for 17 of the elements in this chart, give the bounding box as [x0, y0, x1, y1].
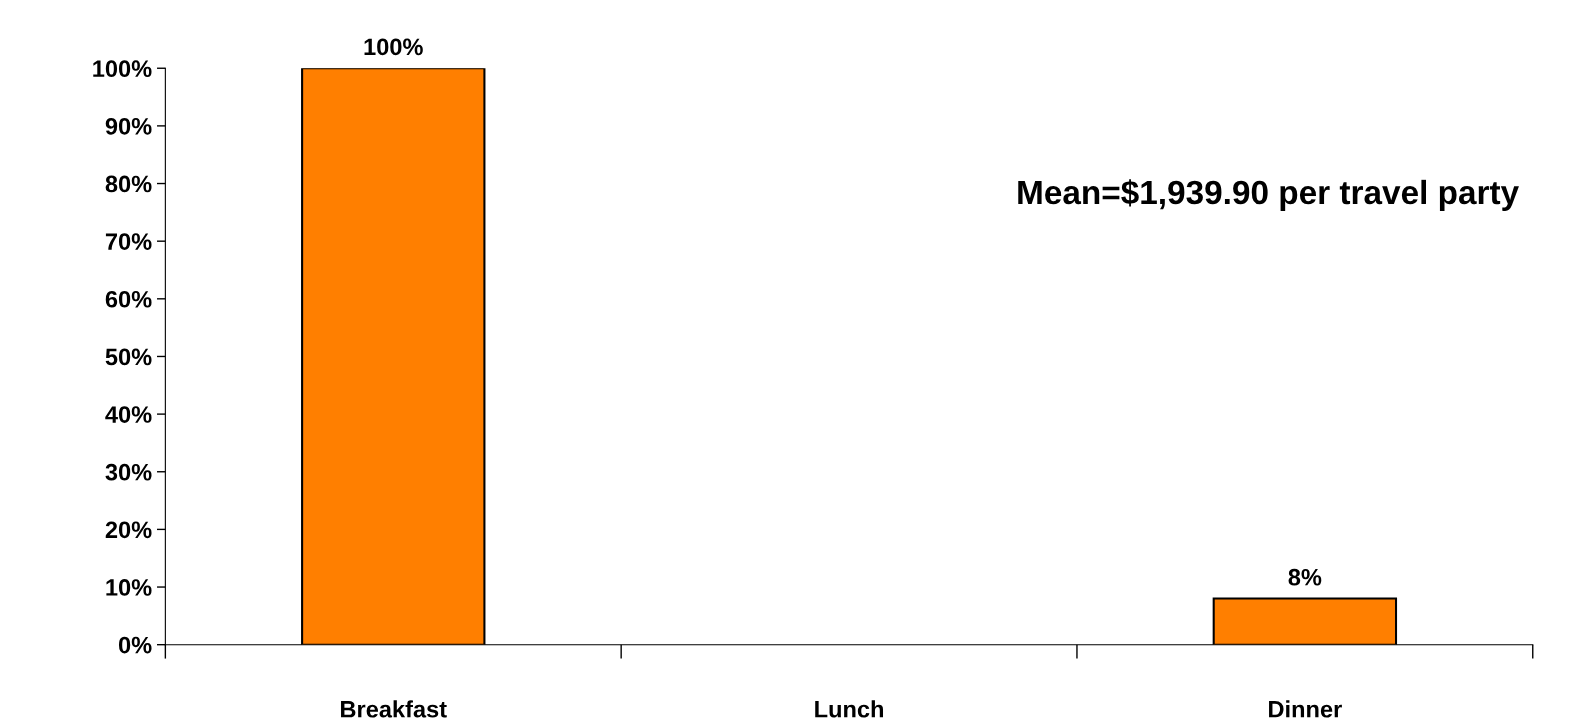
data-label: 100%	[364, 38, 423, 56]
data-label: 8%	[1288, 568, 1322, 586]
y-tick-label: 80%	[105, 175, 152, 193]
annotation: Mean=$1,939.90 per travel party	[1018, 179, 1519, 211]
y-tick-label: 20%	[105, 521, 152, 539]
y-tick-label: 70%	[105, 233, 152, 250]
y-tick-label: 10%	[106, 579, 152, 596]
y-tick-label: 30%	[105, 463, 152, 481]
x-tick-label: Breakfast	[341, 700, 447, 718]
x-tick-label: Lunch	[815, 700, 884, 718]
y-tick-label: 60%	[105, 290, 152, 308]
x-tick-label: Dinner	[1269, 700, 1342, 718]
y-tick-label: 50%	[105, 348, 152, 366]
y-tick-label: 40%	[105, 406, 152, 423]
y-tick-label: 0%	[118, 636, 152, 654]
y-tick-label: 100%	[93, 60, 152, 78]
y-tick-label: 90%	[105, 117, 152, 135]
